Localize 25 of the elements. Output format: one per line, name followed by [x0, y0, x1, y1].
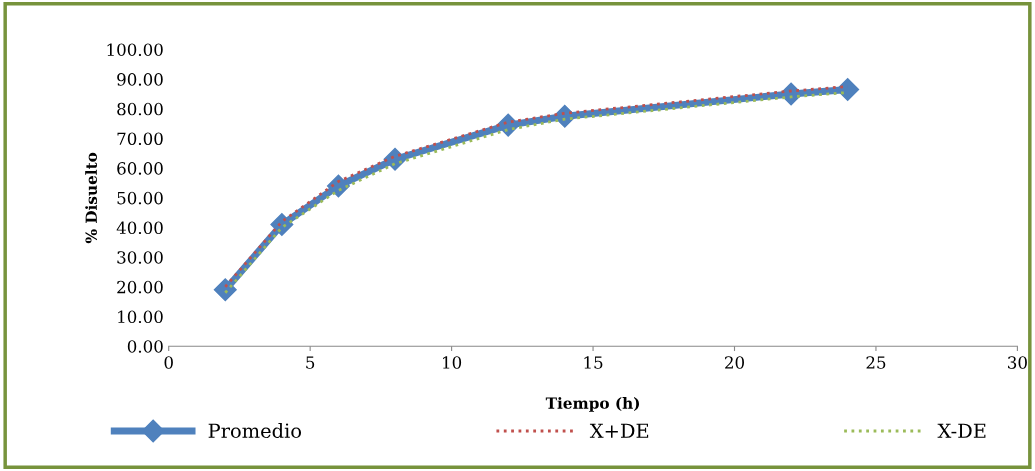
y-tick-label: 30.00 — [117, 251, 163, 264]
x-tick-label: 30 — [1008, 356, 1027, 369]
x-axis-title: Tiempo (h) — [545, 397, 640, 412]
y-tick-label: 10.00 — [118, 310, 163, 324]
y-tick-label: 50.00 — [117, 191, 163, 205]
y-axis-title: % Disuelto — [85, 152, 98, 244]
y-tick-label: 100.00 — [107, 43, 163, 57]
y-tick-label: 20.00 — [117, 280, 163, 294]
y-tick-label: 80.00 — [117, 102, 163, 116]
x-tick-label: 20 — [725, 356, 744, 369]
y-tick-label: 40.00 — [116, 221, 163, 235]
y-tick-label: 60.00 — [117, 162, 163, 175]
y-tick-label: 90.00 — [117, 73, 163, 86]
x-tick-label: 25 — [866, 356, 886, 369]
legend-label: X-DE — [937, 423, 986, 438]
legend-label: X+DE — [589, 423, 649, 438]
x-tick-label: 0 — [164, 356, 173, 369]
point — [213, 278, 237, 302]
x-tick-label: 15 — [584, 356, 603, 369]
y-tick-label: 0.00 — [127, 340, 163, 353]
point — [836, 78, 860, 102]
legend-label: Promedio — [208, 423, 302, 439]
x-tick-label: 5 — [306, 356, 315, 369]
y-tick-label: 70.00 — [117, 132, 163, 146]
x-tick-label: 10 — [443, 356, 462, 369]
